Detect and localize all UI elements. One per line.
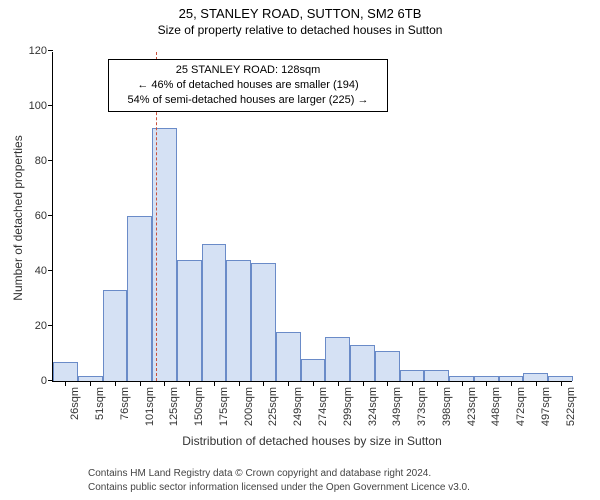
x-tick-mark	[313, 381, 314, 386]
x-tick-mark	[164, 381, 165, 386]
x-tick-label: 175sqm	[218, 387, 230, 426]
x-tick-label: 200sqm	[243, 387, 255, 426]
x-tick-label: 497sqm	[540, 387, 552, 426]
annotation-box: 25 STANLEY ROAD: 128sqm ← 46% of detache…	[108, 59, 388, 112]
annotation-line-2: ← 46% of detached houses are smaller (19…	[115, 78, 381, 93]
x-tick-mark	[412, 381, 413, 386]
x-tick-label: 26sqm	[69, 387, 81, 420]
histogram-bar	[53, 362, 78, 381]
x-tick-label: 324sqm	[367, 387, 379, 426]
histogram-bar	[177, 260, 202, 381]
x-tick-label: 225sqm	[267, 387, 279, 426]
y-tick-mark	[48, 160, 53, 161]
y-tick-mark	[48, 325, 53, 326]
x-tick-label: 522sqm	[565, 387, 577, 426]
x-tick-label: 398sqm	[441, 387, 453, 426]
x-tick-label: 472sqm	[515, 387, 527, 426]
x-tick-mark	[115, 381, 116, 386]
x-tick-mark	[437, 381, 438, 386]
x-tick-label: 125sqm	[168, 387, 180, 426]
y-tick-label: 0	[41, 375, 53, 387]
histogram-bar	[127, 216, 152, 381]
x-tick-label: 101sqm	[144, 387, 156, 426]
chart-title: 25, STANLEY ROAD, SUTTON, SM2 6TB	[0, 0, 600, 21]
y-tick-label: 80	[35, 155, 53, 167]
x-tick-mark	[65, 381, 66, 386]
x-tick-mark	[338, 381, 339, 386]
x-tick-label: 51sqm	[94, 387, 106, 420]
x-tick-mark	[288, 381, 289, 386]
y-tick-label: 100	[29, 100, 53, 112]
y-tick-mark	[48, 215, 53, 216]
x-tick-mark	[387, 381, 388, 386]
x-tick-mark	[462, 381, 463, 386]
x-tick-mark	[511, 381, 512, 386]
footer-line-2: Contains public sector information licen…	[88, 481, 470, 495]
annotation-line-1: 25 STANLEY ROAD: 128sqm	[115, 63, 381, 78]
x-tick-mark	[90, 381, 91, 386]
x-tick-label: 299sqm	[342, 387, 354, 426]
x-tick-label: 373sqm	[416, 387, 428, 426]
chart-container: 25, STANLEY ROAD, SUTTON, SM2 6TB Size o…	[0, 0, 600, 500]
histogram-bar	[301, 359, 326, 381]
y-tick-mark	[48, 105, 53, 106]
footer-line-1: Contains HM Land Registry data © Crown c…	[88, 467, 470, 481]
x-tick-label: 349sqm	[391, 387, 403, 426]
histogram-bar	[523, 373, 548, 381]
footer-attribution: Contains HM Land Registry data © Crown c…	[88, 467, 470, 494]
y-tick-label: 60	[35, 210, 53, 222]
x-tick-mark	[561, 381, 562, 386]
chart-subtitle: Size of property relative to detached ho…	[0, 21, 600, 37]
x-tick-mark	[189, 381, 190, 386]
histogram-bar	[103, 290, 128, 381]
x-tick-mark	[363, 381, 364, 386]
annotation-line-3: 54% of semi-detached houses are larger (…	[115, 93, 381, 108]
histogram-bar	[350, 345, 375, 381]
x-tick-mark	[486, 381, 487, 386]
x-tick-label: 448sqm	[490, 387, 502, 426]
y-tick-mark	[48, 50, 53, 51]
histogram-bar	[276, 332, 301, 382]
y-tick-label: 40	[35, 265, 53, 277]
x-tick-mark	[140, 381, 141, 386]
histogram-bar	[325, 337, 350, 381]
y-axis-label: Number of detached properties	[11, 135, 25, 300]
histogram-bar	[251, 263, 276, 381]
y-tick-label: 20	[35, 320, 53, 332]
x-tick-mark	[263, 381, 264, 386]
y-tick-mark	[48, 270, 53, 271]
x-tick-mark	[536, 381, 537, 386]
x-tick-label: 274sqm	[317, 387, 329, 426]
x-tick-label: 423sqm	[466, 387, 478, 426]
histogram-bar	[400, 370, 425, 381]
histogram-bar	[375, 351, 400, 381]
x-tick-label: 76sqm	[119, 387, 131, 420]
x-tick-label: 249sqm	[292, 387, 304, 426]
histogram-bar	[202, 244, 227, 382]
histogram-bar	[226, 260, 251, 381]
y-tick-label: 120	[29, 45, 53, 57]
x-tick-mark	[214, 381, 215, 386]
x-tick-label: 150sqm	[193, 387, 205, 426]
x-tick-mark	[239, 381, 240, 386]
histogram-bar	[424, 370, 449, 381]
x-axis-label: Distribution of detached houses by size …	[52, 434, 572, 448]
